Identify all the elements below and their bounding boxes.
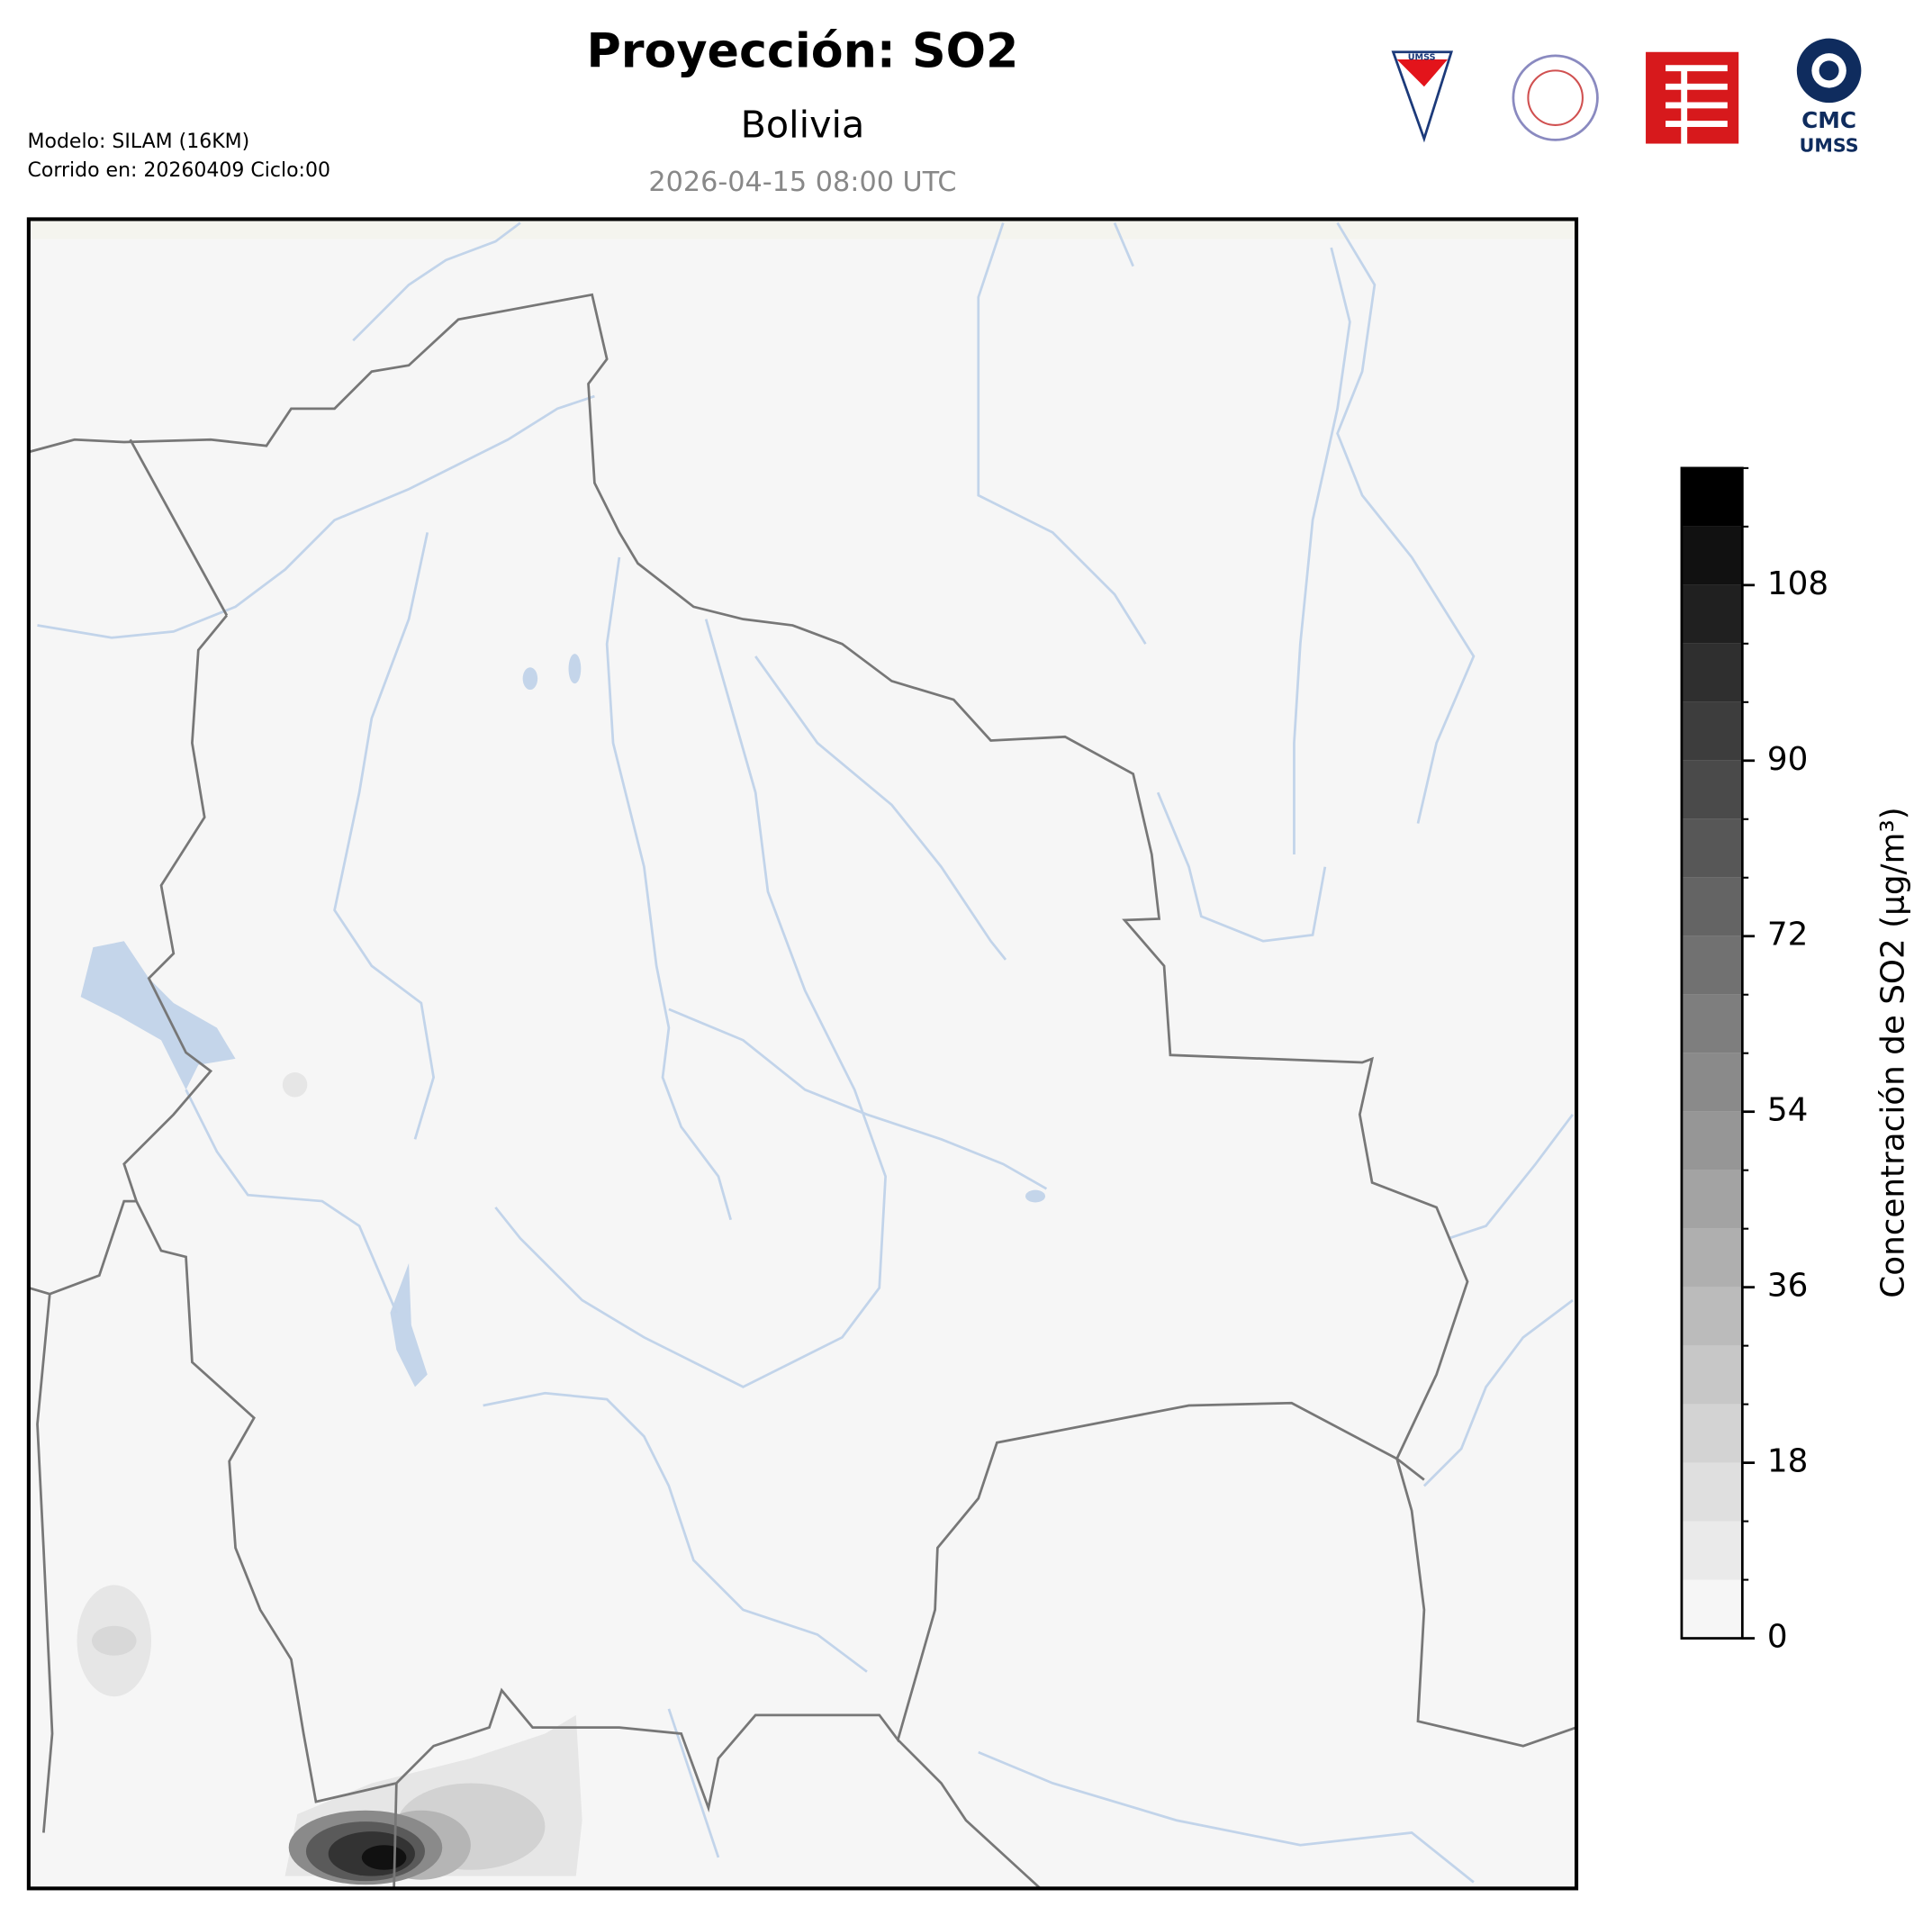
map-edge: [28, 219, 1577, 240]
model-info: Modelo: SILAM (16KM): [28, 131, 250, 153]
logo-umss: UMSS: [1391, 50, 1454, 143]
colorbar-label: Concentración de SO2 (µg/m³): [1874, 807, 1911, 1297]
colorbar-band: [1681, 1521, 1743, 1580]
colorbar-tick-label: 90: [1767, 741, 1809, 778]
lakes: [80, 654, 1046, 1387]
logo-cmc: CMC UMSS: [1796, 38, 1862, 156]
colorbar-frame: [1680, 466, 1744, 1640]
map-background: [28, 219, 1577, 1889]
colorbar-band: [1681, 1462, 1743, 1522]
colorbar-band: [1681, 643, 1743, 702]
logo-fisica: [1512, 54, 1599, 141]
colorbar-band: [1681, 877, 1743, 936]
colorbar-band: [1681, 701, 1743, 761]
colorbar: 0 18 36 54 72 90 108: [1680, 466, 1828, 1656]
subtitle: Bolivia: [741, 104, 865, 147]
colorbar-band: [1681, 760, 1743, 819]
colorbar-tick-label: 18: [1767, 1443, 1809, 1480]
logo-text: UMSS: [1800, 134, 1859, 156]
rivers: [37, 221, 1575, 1884]
logo-text: CMC: [1801, 107, 1856, 133]
colorbar-band: [1681, 818, 1743, 878]
title: Proyección: SO2: [587, 24, 1019, 79]
colorbar-tick-label: 108: [1767, 565, 1828, 602]
colorbar-band: [1681, 1111, 1743, 1170]
colorbar-band: [1681, 1345, 1743, 1405]
so2-plume: [77, 1072, 582, 1885]
colorbar-band: [1681, 467, 1743, 527]
colorbar-band: [1681, 994, 1743, 1053]
colorbar-band: [1681, 1170, 1743, 1229]
datetime: 2026-04-15 08:00 UTC: [648, 167, 956, 198]
colorbar-tick-label: 36: [1767, 1268, 1809, 1305]
colorbar-band: [1681, 584, 1743, 644]
colorbar-tick-label: 72: [1767, 917, 1809, 954]
logo-text: UMSS: [1408, 52, 1436, 62]
logo-red: [1646, 51, 1739, 144]
colorbar-band: [1681, 1053, 1743, 1112]
colorbar-tick-label: 0: [1767, 1619, 1788, 1656]
map-frame: [26, 217, 1579, 1891]
colorbar-band: [1681, 1404, 1743, 1463]
model-info: Corrido en: 20260409 Ciclo:00: [28, 159, 330, 182]
colorbar-band: [1681, 1579, 1743, 1639]
map: [26, 217, 1579, 1891]
colorbar-band: [1681, 1228, 1743, 1288]
borders: [28, 293, 1577, 1890]
colorbar-band: [1681, 935, 1743, 995]
colorbar-band: [1681, 526, 1743, 585]
colorbar-tick-label: 54: [1767, 1092, 1809, 1129]
colorbar-band: [1681, 1287, 1743, 1346]
